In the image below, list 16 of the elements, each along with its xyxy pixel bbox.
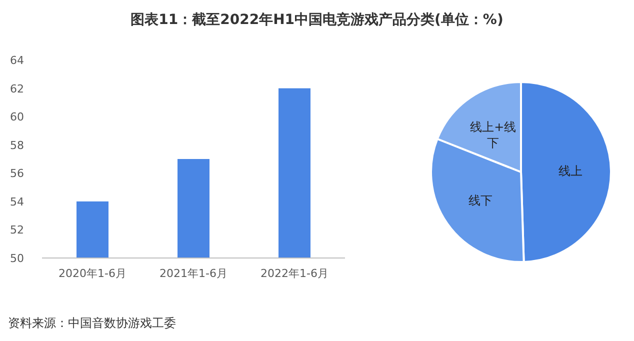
y-tick-label: 52 — [10, 224, 24, 237]
y-tick-label: 58 — [10, 138, 24, 152]
y-tick-label: 60 — [10, 110, 24, 124]
y-tick-label: 50 — [10, 252, 24, 265]
chart-title: 图表11：截至2022年H1中国电竞游戏产品分类(单位：%) — [130, 11, 504, 28]
x-tick-label: 2022年1-6月 — [260, 267, 328, 280]
y-tick-label: 56 — [10, 167, 24, 180]
x-tick-label: 2021年1-6月 — [160, 267, 228, 280]
x-tick-label: 2020年1-6月 — [58, 267, 126, 280]
slice-label: 线上+线下 — [470, 120, 516, 150]
text: 资料来源：中国音数协游戏工委 — [8, 316, 176, 330]
y-tick-label: 62 — [10, 82, 24, 96]
slice-label: 线下 — [468, 193, 492, 208]
slice-label: 线上 — [558, 164, 582, 178]
y-tick-label: 64 — [10, 54, 24, 67]
y-tick-label: 54 — [10, 195, 24, 208]
